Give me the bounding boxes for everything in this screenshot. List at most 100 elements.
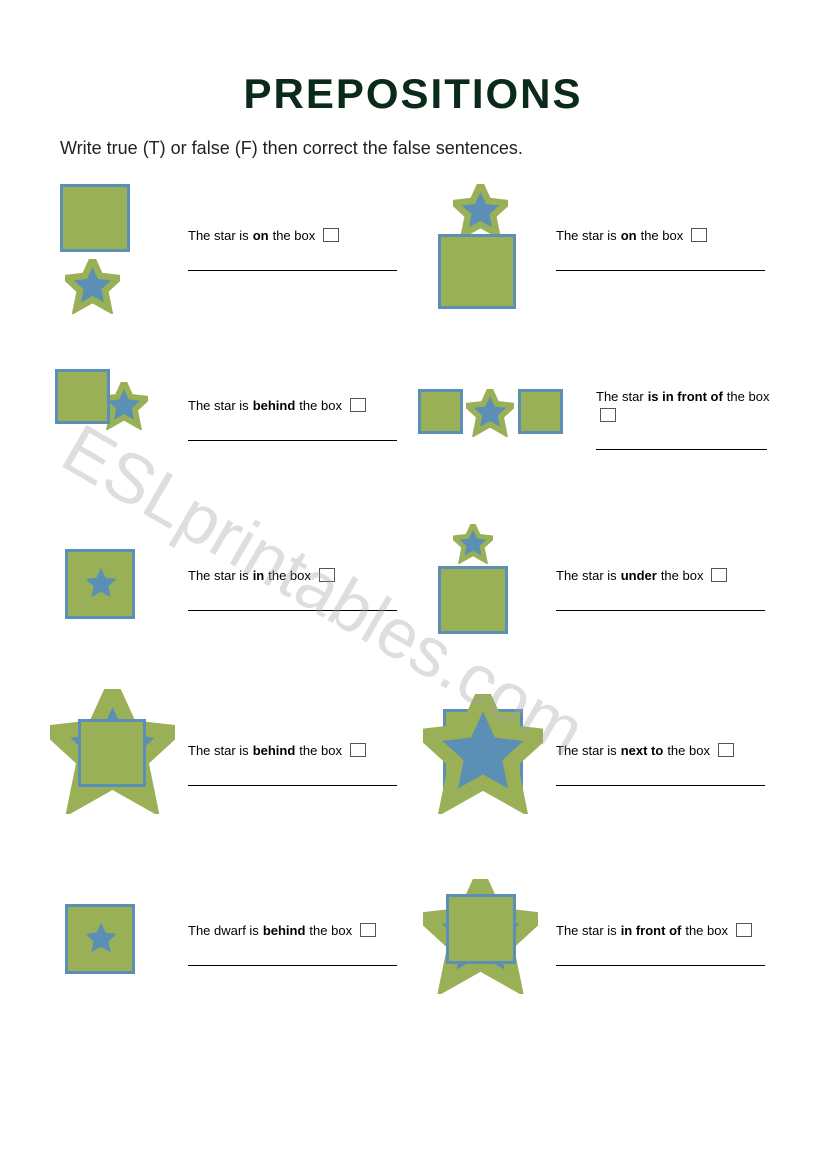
sentence: The dwarf is behind the box xyxy=(188,923,408,938)
sentence-post: the box xyxy=(727,389,770,404)
exercise-item: The star is next to the box xyxy=(418,689,776,839)
sentence-post: the box xyxy=(299,398,342,413)
sentence-post: the box xyxy=(667,743,710,758)
star-icon xyxy=(453,524,493,569)
sentence-pre: The star is xyxy=(188,568,249,583)
sentence: The star is next to the box xyxy=(556,743,776,758)
exercise-item: The star is in front of the box xyxy=(418,349,776,489)
exercise-item: The star is on the box xyxy=(50,179,408,319)
answer-box[interactable] xyxy=(718,743,734,757)
sentence-bold: next to xyxy=(621,743,664,758)
sentence-pre: The star is xyxy=(188,228,249,243)
sentence-bold: is in front of xyxy=(648,389,723,404)
sentence-bold: in xyxy=(253,568,265,583)
star-icon xyxy=(466,389,514,442)
answer-box[interactable] xyxy=(736,923,752,937)
sentence: The star is behind the box xyxy=(188,743,408,758)
exercise-item: The star is on the box xyxy=(418,179,776,319)
sentence-pre: The star is xyxy=(188,398,249,413)
box-shape xyxy=(446,894,516,964)
box-shape xyxy=(438,566,508,634)
figure xyxy=(418,869,548,1019)
exercise-item: The dwarf is behind the box xyxy=(50,869,408,1019)
text-block: The star is in front of the box xyxy=(588,389,776,450)
answer-box[interactable] xyxy=(600,408,616,422)
sentence-bold: behind xyxy=(263,923,306,938)
text-block: The star is in front of the box xyxy=(548,923,776,966)
text-block: The dwarf is behind the box xyxy=(180,923,408,966)
text-block: The star is under the box xyxy=(548,568,776,611)
sentence-bold: in front of xyxy=(621,923,682,938)
exercise-item: The star is under the box xyxy=(418,519,776,659)
figure xyxy=(418,354,588,484)
write-line[interactable] xyxy=(188,595,397,611)
write-line[interactable] xyxy=(188,255,397,271)
instructions-text: Write true (T) or false (F) then correct… xyxy=(60,138,776,159)
items-grid: The star is on the boxThe star is on the… xyxy=(50,179,776,1019)
write-line[interactable] xyxy=(556,770,765,786)
exercise-item: The star is behind the box xyxy=(50,689,408,839)
write-line[interactable] xyxy=(188,770,397,786)
write-line[interactable] xyxy=(188,950,397,966)
text-block: The star is in the box xyxy=(180,568,408,611)
worksheet-page: PREPOSITIONS Write true (T) or false (F)… xyxy=(0,0,826,1169)
star-icon xyxy=(78,916,124,967)
box-shape xyxy=(55,369,110,424)
sentence: The star is on the box xyxy=(188,228,408,243)
star-icon xyxy=(78,561,124,612)
box-shape xyxy=(60,184,130,252)
sentence-post: the box xyxy=(268,568,311,583)
sentence-post: the box xyxy=(309,923,352,938)
text-block: The star is behind the box xyxy=(180,398,408,441)
sentence-pre: The star is xyxy=(188,743,249,758)
figure xyxy=(50,184,180,314)
sentence-pre: The star xyxy=(596,389,644,404)
sentence-bold: behind xyxy=(253,743,296,758)
sentence-post: the box xyxy=(299,743,342,758)
text-block: The star is next to the box xyxy=(548,743,776,786)
sentence-bold: on xyxy=(621,228,637,243)
text-block: The star is on the box xyxy=(548,228,776,271)
exercise-item: The star is behind the box xyxy=(50,349,408,489)
text-block: The star is on the box xyxy=(180,228,408,271)
sentence-post: the box xyxy=(661,568,704,583)
text-block: The star is behind the box xyxy=(180,743,408,786)
sentence-pre: The dwarf is xyxy=(188,923,259,938)
sentence-pre: The star is xyxy=(556,568,617,583)
answer-box[interactable] xyxy=(711,568,727,582)
box-shape xyxy=(518,389,563,434)
sentence: The star is in front of the box xyxy=(556,923,776,938)
answer-box[interactable] xyxy=(319,568,335,582)
sentence: The star is in the box xyxy=(188,568,408,583)
answer-box[interactable] xyxy=(350,743,366,757)
figure xyxy=(418,524,548,654)
sentence-post: the box xyxy=(685,923,728,938)
answer-box[interactable] xyxy=(691,228,707,242)
figure xyxy=(50,879,180,1009)
sentence-bold: under xyxy=(621,568,657,583)
star-icon xyxy=(423,694,543,819)
star-icon xyxy=(65,259,120,319)
figure xyxy=(418,689,548,839)
write-line[interactable] xyxy=(188,425,397,441)
sentence-bold: on xyxy=(253,228,269,243)
figure xyxy=(50,524,180,654)
answer-box[interactable] xyxy=(350,398,366,412)
figure xyxy=(418,184,548,314)
write-line[interactable] xyxy=(556,950,765,966)
write-line[interactable] xyxy=(556,595,765,611)
sentence-post: the box xyxy=(273,228,316,243)
box-shape xyxy=(418,389,463,434)
write-line[interactable] xyxy=(596,434,767,450)
exercise-item: The star is in front of the box xyxy=(418,869,776,1019)
sentence: The star is in front of the box xyxy=(596,389,776,422)
page-title: PREPOSITIONS xyxy=(50,70,776,118)
figure xyxy=(50,354,180,484)
sentence: The star is behind the box xyxy=(188,398,408,413)
figure xyxy=(50,689,180,839)
sentence-pre: The star is xyxy=(556,228,617,243)
write-line[interactable] xyxy=(556,255,765,271)
answer-box[interactable] xyxy=(360,923,376,937)
answer-box[interactable] xyxy=(323,228,339,242)
box-shape xyxy=(78,719,146,787)
